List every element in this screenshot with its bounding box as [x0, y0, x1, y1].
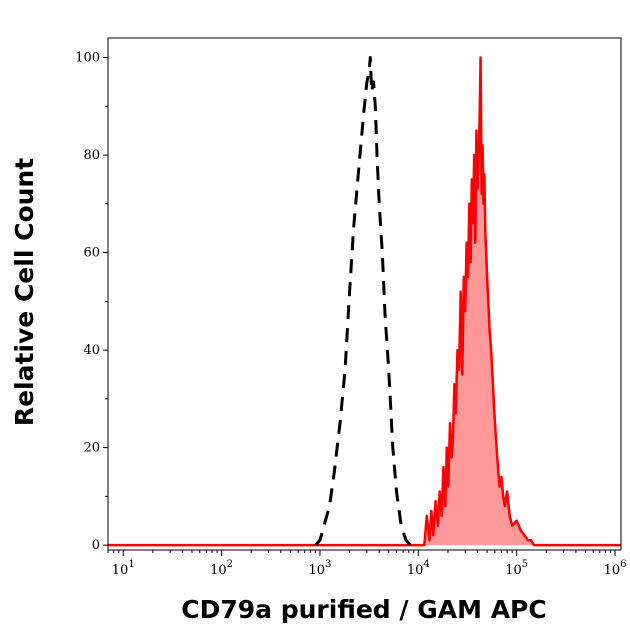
x-tick-label-exponent: 3 [325, 559, 331, 570]
x-tick-label-base: 10 [604, 563, 621, 578]
x-tick-label: 106 [604, 559, 627, 578]
x-tick-label: 102 [210, 559, 233, 578]
x-tick-label-base: 10 [505, 563, 522, 578]
x-axis-title: CD79a purified / GAM APC [181, 595, 546, 624]
y-tick-label: 20 [83, 441, 100, 456]
x-tick-label-base: 10 [407, 563, 424, 578]
x-tick-label-base: 10 [308, 563, 325, 578]
y-tick-label: 80 [83, 148, 100, 163]
series-group [108, 56, 621, 547]
y-tick-label: 0 [92, 538, 100, 553]
x-tick-label-exponent: 5 [522, 559, 528, 570]
stained-histogram-fill [108, 57, 621, 546]
stained-histogram-line [108, 56, 621, 547]
x-tick-label-exponent: 1 [128, 559, 134, 570]
x-tick-label: 105 [505, 559, 528, 578]
x-tick-label: 103 [308, 559, 331, 578]
plot-layer [108, 56, 621, 547]
y-tick-label: 40 [83, 343, 100, 358]
x-tick-label: 104 [407, 559, 430, 578]
y-tick-label: 60 [83, 246, 100, 261]
plot-frame [107, 37, 622, 551]
x-tick-label-exponent: 2 [227, 559, 233, 570]
x-tick-label: 101 [112, 559, 135, 578]
x-tick-label-base: 10 [112, 563, 129, 578]
y-axis-title: Relative Cell Count [10, 158, 39, 426]
x-tick-label-exponent: 6 [620, 559, 626, 570]
y-tick-label: 100 [75, 51, 100, 66]
control-histogram-line [314, 56, 412, 547]
x-tick-label-exponent: 4 [423, 559, 429, 570]
x-tick-label-base: 10 [210, 563, 227, 578]
